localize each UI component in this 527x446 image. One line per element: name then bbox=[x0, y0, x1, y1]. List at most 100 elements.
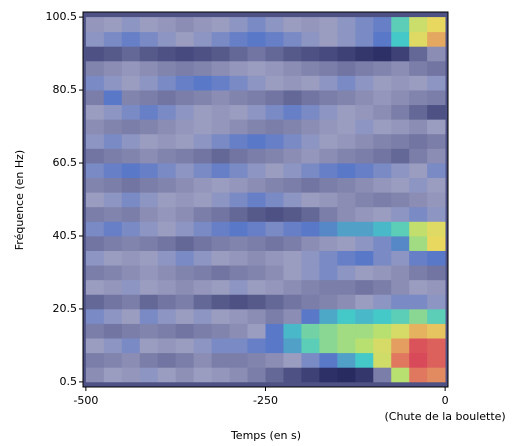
heatmap-cell bbox=[139, 294, 159, 310]
heatmap-cell bbox=[85, 308, 105, 324]
heatmap-cell bbox=[211, 294, 230, 310]
heatmap-cell bbox=[103, 308, 123, 324]
heatmap-cell bbox=[409, 104, 428, 120]
heatmap-cell bbox=[193, 17, 213, 33]
heatmap-cell bbox=[301, 279, 320, 295]
heatmap-cell bbox=[265, 163, 284, 179]
heatmap-cell bbox=[301, 294, 320, 310]
heatmap-cell bbox=[301, 265, 320, 281]
heatmap-cell bbox=[337, 104, 356, 120]
heatmap-cell bbox=[139, 17, 159, 33]
heatmap-cell bbox=[355, 75, 374, 91]
heatmap-cell bbox=[121, 338, 141, 354]
heatmap-cell bbox=[391, 221, 410, 237]
heatmap-cell bbox=[211, 133, 230, 149]
heatmap-cell bbox=[355, 323, 374, 339]
heatmap-cell bbox=[409, 279, 428, 295]
heatmap-cell bbox=[193, 46, 213, 62]
heatmap-cell bbox=[121, 279, 141, 295]
heatmap-cell bbox=[319, 192, 338, 208]
heatmap-cell bbox=[301, 250, 320, 266]
heatmap-cell bbox=[337, 192, 356, 208]
heatmap-cell bbox=[121, 308, 141, 324]
heatmap-cell bbox=[211, 90, 230, 106]
heatmap-cell bbox=[373, 177, 392, 193]
heatmap-cell bbox=[157, 133, 177, 149]
heatmap-cell bbox=[103, 367, 123, 383]
heatmap-cell bbox=[301, 148, 320, 164]
heatmap-cell bbox=[373, 31, 392, 47]
heatmap-cell bbox=[283, 279, 302, 295]
heatmap-cell bbox=[409, 133, 428, 149]
heatmap-cell bbox=[427, 206, 446, 222]
heatmap-cell bbox=[427, 265, 446, 281]
heatmap-cell bbox=[193, 338, 213, 354]
heatmap-cell bbox=[193, 148, 213, 164]
heatmap-cell bbox=[373, 367, 392, 383]
heatmap-cell bbox=[409, 31, 428, 47]
heatmap-cell bbox=[139, 279, 159, 295]
heatmap-cell bbox=[85, 352, 105, 368]
heatmap-cell bbox=[301, 17, 320, 33]
heatmap-cell bbox=[373, 17, 392, 33]
heatmap-cell bbox=[175, 367, 195, 383]
heatmap-cell bbox=[121, 250, 141, 266]
heatmap-cell bbox=[193, 352, 213, 368]
heatmap-cell bbox=[121, 221, 141, 237]
heatmap-cell bbox=[355, 17, 374, 33]
y-tick-label: 40.5 bbox=[53, 229, 78, 242]
heatmap-cell bbox=[319, 90, 338, 106]
heatmap-cell bbox=[157, 17, 177, 33]
heatmap-cell bbox=[139, 90, 159, 106]
heatmap-cell bbox=[229, 31, 248, 47]
heatmap-cell bbox=[157, 367, 177, 383]
heatmap-cell bbox=[157, 338, 177, 354]
heatmap-cell bbox=[247, 177, 266, 193]
heatmap-cell bbox=[265, 294, 284, 310]
heatmap-cell bbox=[229, 46, 248, 62]
heatmap-cell bbox=[229, 265, 248, 281]
heatmap-cell bbox=[211, 308, 230, 324]
heatmap-cell bbox=[337, 294, 356, 310]
heatmap-cell bbox=[157, 279, 177, 295]
heatmap-cell bbox=[265, 104, 284, 120]
heatmap-cell bbox=[427, 250, 446, 266]
heatmap-cell bbox=[265, 308, 284, 324]
heatmap-cell bbox=[229, 352, 248, 368]
heatmap-cell bbox=[391, 60, 410, 76]
heatmap-cell bbox=[211, 75, 230, 91]
heatmap-cell bbox=[211, 206, 230, 222]
heatmap-cell bbox=[139, 221, 159, 237]
heatmap-cell bbox=[85, 265, 105, 281]
y-tick-label: 60.5 bbox=[53, 156, 78, 169]
heatmap-cell bbox=[355, 119, 374, 135]
heatmap-cell bbox=[355, 60, 374, 76]
heatmap-cell bbox=[409, 250, 428, 266]
heatmap-cell bbox=[319, 177, 338, 193]
heatmap-cell bbox=[139, 235, 159, 251]
heatmap-cell bbox=[85, 367, 105, 383]
heatmap-cell bbox=[175, 323, 195, 339]
heatmap-cell bbox=[157, 90, 177, 106]
heatmap-cell bbox=[193, 265, 213, 281]
heatmap-cell bbox=[229, 250, 248, 266]
heatmap-cell bbox=[247, 308, 266, 324]
heatmap-cell bbox=[211, 192, 230, 208]
heatmap-cell bbox=[409, 235, 428, 251]
heatmap-cell bbox=[265, 119, 284, 135]
heatmap-cell bbox=[247, 60, 266, 76]
heatmap-cell bbox=[247, 294, 266, 310]
heatmap-cell bbox=[319, 294, 338, 310]
heatmap-cell bbox=[391, 308, 410, 324]
heatmap-cell bbox=[85, 46, 105, 62]
heatmap-cell bbox=[85, 177, 105, 193]
heatmap-cell bbox=[283, 367, 302, 383]
heatmap-cell bbox=[175, 104, 195, 120]
heatmap-cell bbox=[193, 60, 213, 76]
heatmap-cell bbox=[265, 177, 284, 193]
heatmap-cell bbox=[337, 46, 356, 62]
heatmap-cell bbox=[157, 265, 177, 281]
heatmap-cell bbox=[121, 163, 141, 179]
heatmap-cell bbox=[301, 338, 320, 354]
heatmap-cell bbox=[139, 367, 159, 383]
